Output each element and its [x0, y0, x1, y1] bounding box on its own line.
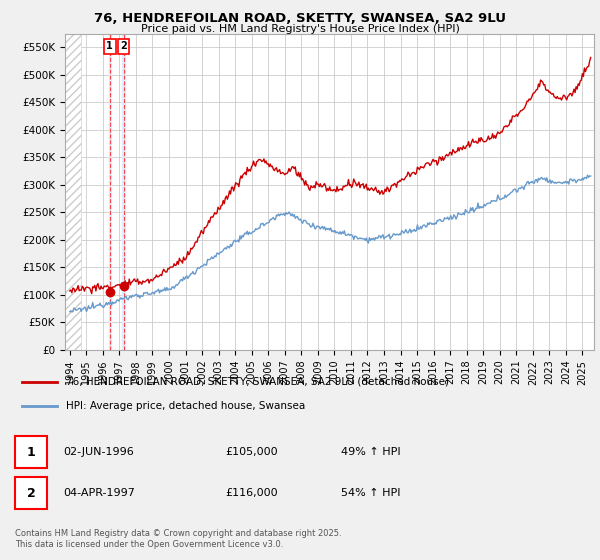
Text: 02-JUN-1996: 02-JUN-1996 [63, 447, 134, 457]
Text: 2: 2 [120, 41, 127, 52]
Text: £116,000: £116,000 [225, 488, 278, 498]
Text: HPI: Average price, detached house, Swansea: HPI: Average price, detached house, Swan… [66, 401, 305, 410]
FancyBboxPatch shape [16, 477, 47, 509]
FancyBboxPatch shape [16, 436, 47, 468]
Text: 2: 2 [26, 487, 35, 500]
Text: 1: 1 [26, 446, 35, 459]
Text: Price paid vs. HM Land Registry's House Price Index (HPI): Price paid vs. HM Land Registry's House … [140, 24, 460, 34]
Text: 49% ↑ HPI: 49% ↑ HPI [341, 447, 400, 457]
Text: 1: 1 [106, 41, 113, 52]
Text: 76, HENDREFOILAN ROAD, SKETTY, SWANSEA, SA2 9LU (detached house): 76, HENDREFOILAN ROAD, SKETTY, SWANSEA, … [66, 377, 449, 386]
Bar [122, 34, 125, 350]
Text: 04-APR-1997: 04-APR-1997 [63, 488, 135, 498]
Text: 76, HENDREFOILAN ROAD, SKETTY, SWANSEA, SA2 9LU: 76, HENDREFOILAN ROAD, SKETTY, SWANSEA, … [94, 12, 506, 25]
Text: £105,000: £105,000 [225, 447, 278, 457]
Bar [109, 34, 111, 350]
Text: 54% ↑ HPI: 54% ↑ HPI [341, 488, 400, 498]
Text: Contains HM Land Registry data © Crown copyright and database right 2025.
This d: Contains HM Land Registry data © Crown c… [15, 529, 341, 549]
